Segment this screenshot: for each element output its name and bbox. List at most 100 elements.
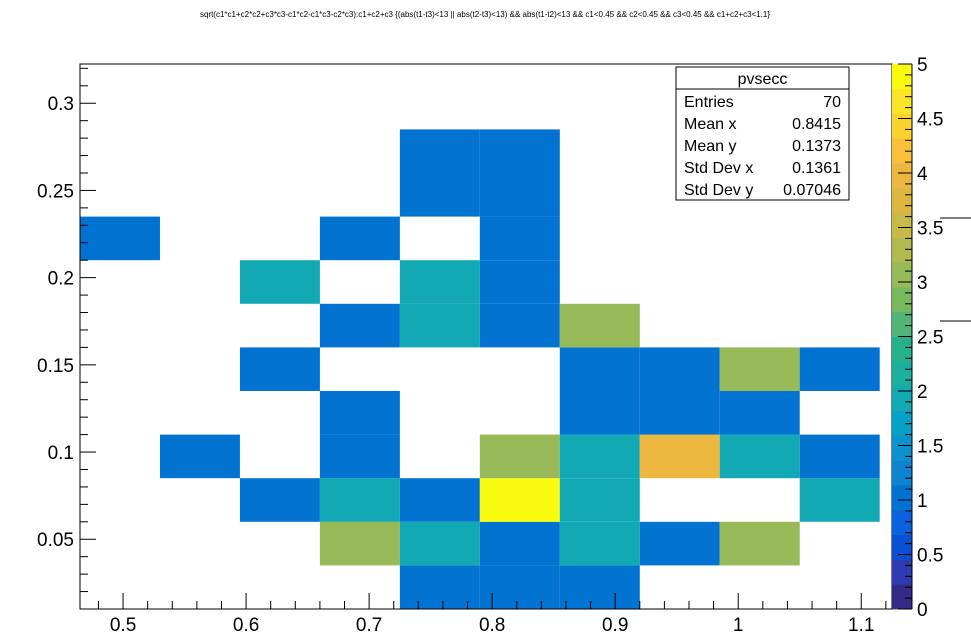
stats-row-label: Mean y [684, 138, 736, 155]
x-tick-label-5: 1 [733, 615, 744, 636]
stats-row-value: 70 [823, 94, 841, 111]
color-scale-swatch [892, 361, 912, 387]
heatmap-cell-12 [479, 478, 560, 522]
heatmap-cell-2 [559, 565, 640, 609]
heatmap-cell-42 [479, 173, 560, 217]
z-tick-label-3: 1.5 [917, 437, 943, 458]
color-scale-swatch [892, 460, 912, 486]
y-tick-label-3: 0.2 [48, 269, 74, 290]
heatmap-cell-15 [159, 434, 240, 479]
heatmap-cell-24 [639, 391, 720, 435]
z-tick-label-0: 0 [917, 600, 928, 621]
color-scale-swatch [892, 286, 912, 313]
stats-row-label: Mean x [684, 116, 736, 133]
heatmap-cell-33 [479, 303, 560, 348]
heatmap-cell-41 [399, 173, 480, 217]
z-tick-label-1: 0.5 [917, 546, 943, 567]
x-tick-label-6: 1.1 [848, 615, 874, 636]
color-scale-swatch [892, 386, 912, 412]
color-scale: 0 0.5 1 1.5 2 2.5 3 3.5 4 4.5 5 [892, 55, 943, 621]
stats-title: pvsecc [738, 71, 788, 88]
heatmap-cells [80, 129, 880, 609]
color-scale-swatch [892, 163, 912, 189]
heatmap-cell-4 [399, 521, 480, 566]
y-tick-label-5: 0.3 [48, 94, 74, 115]
x-axis: 0.5 0.6 0.7 0.8 0.9 1 1.1 [97, 593, 887, 636]
color-scale-swatch [892, 435, 912, 461]
color-scale-swatch [892, 212, 912, 238]
color-scale-swatch [892, 534, 912, 560]
stats-row-value: 0.8415 [792, 116, 841, 133]
stats-rows: Entries 70 Mean x 0.8415 Mean y 0.1373 Std Dev… [684, 94, 841, 199]
color-scale-swatch [892, 584, 912, 610]
color-scale-swatch [892, 262, 912, 288]
heatmap-cell-27 [559, 347, 640, 391]
heatmap-cell-6 [559, 521, 640, 566]
chart-title: sqrt(c1*c1+c2*c2+c3*c3-c1*c2-c1*c3-c2*c3… [200, 10, 770, 19]
z-tick-label-4: 2 [917, 382, 928, 403]
heatmap-cell-39 [319, 216, 400, 261]
heatmap-cell-0 [399, 565, 480, 609]
heatmap-cell-3 [319, 521, 400, 566]
heatmap-cell-7 [639, 521, 720, 566]
color-scale-swatch [892, 410, 912, 436]
z-tick-label-8: 4 [917, 164, 928, 185]
color-scale-swatch [892, 485, 912, 511]
heatmap-cell-38 [80, 216, 160, 261]
heatmap-cell-35 [239, 260, 320, 304]
y-tick-label-0: 0.05 [37, 530, 74, 551]
color-scale-swatch [892, 64, 912, 90]
color-scale-swatch [892, 187, 912, 214]
color-scale-swatch [892, 509, 912, 536]
heatmap-cell-43 [399, 129, 480, 173]
heatmap-cell-34 [559, 303, 640, 348]
z-tick-label-2: 1 [917, 491, 928, 512]
heatmap-cell-18 [559, 434, 640, 479]
stats-row-value: 0.1373 [792, 138, 841, 155]
heatmap-cell-17 [479, 434, 560, 479]
heatmap-cell-32 [399, 303, 480, 348]
color-scale-swatch [892, 311, 912, 337]
stats-row-label: Std Dev y [684, 182, 753, 199]
stats-row-value: 0.07046 [783, 182, 841, 199]
heatmap-cell-1 [479, 565, 560, 609]
heatmap-cell-40 [479, 216, 560, 261]
stats-row-label: Std Dev x [684, 160, 753, 177]
stats-row-value: 0.1361 [792, 160, 841, 177]
y-axis: 0.05 0.1 0.15 0.2 0.25 0.3 [37, 67, 96, 610]
heatmap-cell-14 [799, 478, 880, 522]
color-scale-swatch [892, 336, 912, 362]
y-tick-label-4: 0.25 [37, 181, 74, 202]
heatmap-cell-44 [479, 129, 560, 173]
heatmap-cell-10 [319, 478, 400, 522]
y-tick-label-1: 0.1 [48, 443, 74, 464]
heatmap-cell-25 [719, 391, 800, 435]
x-tick-label-2: 0.7 [356, 615, 382, 636]
heatmap-cell-31 [319, 303, 400, 348]
heatmap-cell-23 [559, 391, 640, 435]
heatmap-cell-16 [319, 434, 400, 479]
heatmap-cell-37 [479, 260, 560, 304]
heatmap-cell-21 [799, 434, 880, 479]
color-scale-swatch [892, 138, 912, 164]
stats-row-label: Entries [684, 94, 734, 111]
heatmap-cell-20 [719, 434, 800, 479]
heatmap-cell-26 [239, 347, 320, 391]
x-tick-label-0: 0.5 [110, 615, 136, 636]
y-tick-label-2: 0.15 [37, 356, 74, 377]
heatmap-cell-28 [639, 347, 720, 391]
z-tick-label-6: 3 [917, 273, 928, 294]
heatmap-cell-30 [799, 347, 880, 391]
heatmap-cell-22 [319, 391, 400, 435]
x-tick-label-4: 0.9 [602, 615, 628, 636]
heatmap-cell-13 [559, 478, 640, 522]
x-tick-label-1: 0.6 [233, 615, 259, 636]
z-tick-label-5: 2.5 [917, 328, 943, 349]
heatmap-cell-11 [399, 478, 480, 522]
heatmap-cell-8 [719, 521, 800, 566]
color-scale-swatch [892, 113, 912, 139]
heatmap-cell-5 [479, 521, 560, 566]
heatmap-cell-19 [639, 434, 720, 479]
heatmap-cell-36 [399, 260, 480, 304]
heatmap-cell-9 [239, 478, 320, 522]
